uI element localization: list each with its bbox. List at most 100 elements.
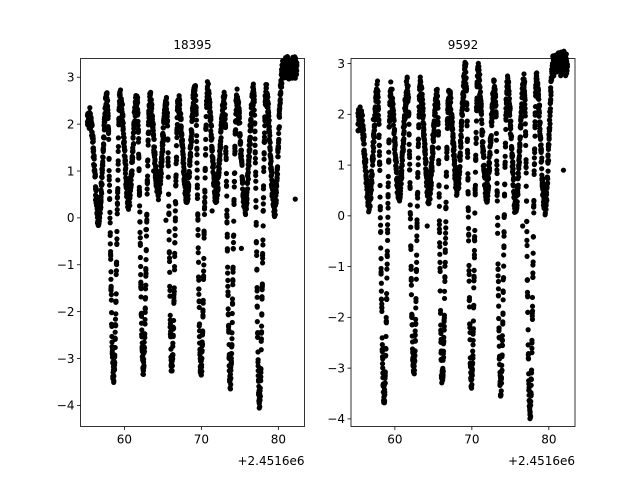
data-point [444,125,450,132]
data-point [179,132,185,138]
data-point [261,139,268,145]
data-point [229,296,236,302]
data-point [407,185,413,192]
data-point [108,297,114,303]
data-point [385,222,391,228]
data-point [195,245,201,251]
data-point [470,355,476,361]
data-point [443,219,449,225]
data-point [378,280,384,286]
y-tick-label: 2 [337,108,345,122]
data-point [135,99,141,106]
x-tick-label: 60 [117,433,132,447]
data-point [415,136,422,142]
data-point [443,235,449,241]
data-point [463,69,469,75]
data-point [471,285,477,291]
data-point [112,329,118,335]
data-point [522,79,528,85]
data-point [510,162,516,168]
data-point [524,229,530,235]
data-point [192,83,198,89]
data-point [362,164,368,170]
data-point [422,151,428,158]
data-point [194,138,200,145]
data-point [144,173,151,179]
data-point [495,273,501,279]
data-point [143,265,149,272]
data-point [485,183,492,189]
data-point [114,228,120,235]
data-point [458,144,464,150]
data-point [100,147,106,153]
data-point [412,358,418,364]
data-point [180,155,187,161]
data-point [527,409,533,415]
data-point [245,169,251,175]
data-point [534,70,540,76]
data-point [223,178,230,184]
data-point [144,191,150,197]
data-point [114,236,120,242]
data-point [430,145,436,151]
data-point [422,141,428,147]
data-point [494,158,500,164]
data-point [451,154,457,160]
data-point [187,169,193,176]
data-point [406,141,412,147]
data-point [543,192,550,198]
data-point [443,225,449,231]
y-tick-label: −2 [57,305,75,319]
data-point [260,255,266,261]
data-point [531,210,537,216]
data-point [500,321,506,327]
data-point [228,381,234,388]
data-point [222,116,228,122]
data-point [441,323,447,329]
data-point [529,345,535,351]
data-point [120,112,126,119]
data-point [193,117,200,123]
data-point [432,110,438,116]
data-point [412,348,418,354]
data-point [441,315,447,321]
data-point [294,63,300,69]
data-point [435,114,441,121]
data-point [385,214,391,220]
data-point [516,153,523,159]
data-point [196,304,202,311]
data-point [399,157,406,163]
data-point [539,155,545,161]
data-point [167,321,174,327]
data-point [471,267,477,273]
data-point [386,123,392,130]
data-point [437,268,443,275]
data-point [167,283,173,290]
data-point [385,205,391,211]
data-point [114,241,120,247]
data-point [130,134,136,140]
data-point [260,183,267,189]
data-point [230,278,236,284]
data-point [430,138,437,145]
data-point [231,184,237,190]
data-point [421,126,427,133]
data-point [517,134,524,140]
data-point [408,224,414,230]
data-point [418,79,424,85]
data-point [223,144,229,151]
data-point [223,148,229,154]
data-point [458,134,464,140]
left-panel-frame [80,58,305,427]
data-point [390,101,396,107]
data-point [494,180,500,186]
data-point [360,127,367,133]
data-point [171,317,177,324]
data-point [441,327,447,333]
data-point [136,167,142,174]
data-point [371,127,378,133]
data-point [371,134,377,141]
x-tick-label: 80 [271,433,286,447]
data-point [529,303,536,309]
data-point [528,398,534,405]
